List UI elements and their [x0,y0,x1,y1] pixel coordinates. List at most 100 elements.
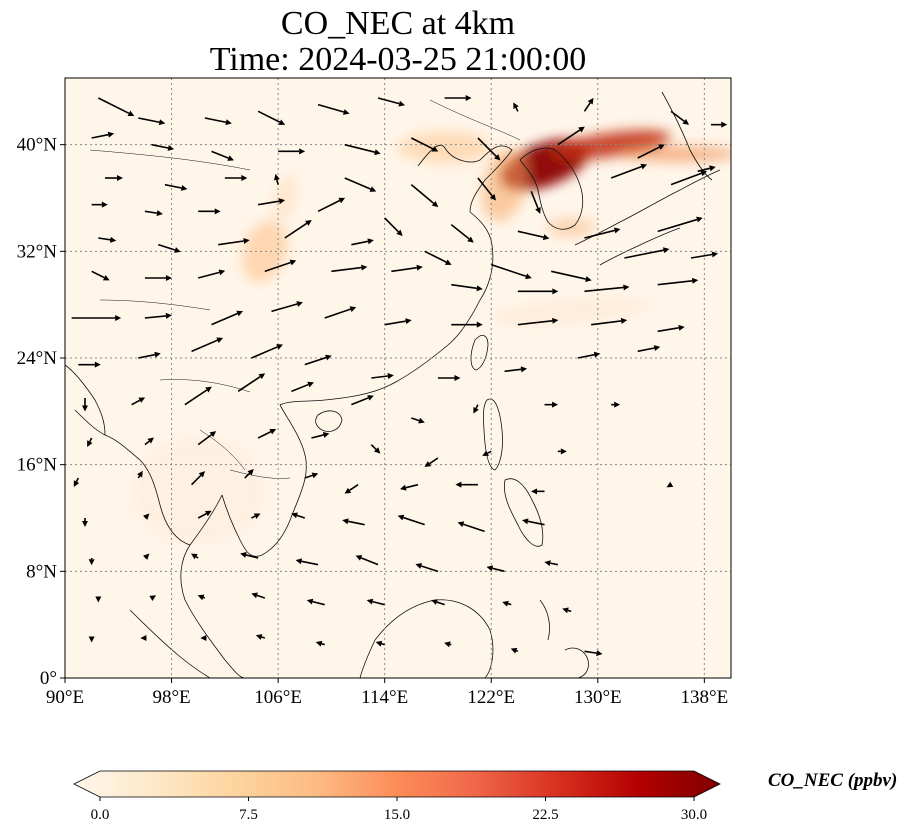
wind-arrow [324,306,357,319]
map-title-line1: CO_NEC at 4km [280,5,516,42]
wind-arrow [291,381,314,393]
wind-arrow [331,264,368,273]
wind-arrow [344,143,381,156]
wind-arrow [522,518,545,526]
wind-arrow [273,173,280,185]
wind-arrow [344,484,359,494]
wind-arrow [284,220,312,239]
wind-arrow [410,184,439,208]
wind-arrow [610,163,648,179]
lon-tick-label: 106°E [254,687,302,708]
wind-arrow [657,216,703,233]
wind-arrow [517,317,559,326]
wind-arrow [351,238,374,246]
lon-tick-label: 90°E [46,687,84,708]
wind-arrow [315,640,325,647]
colorbar-tick-label: 7.5 [239,807,258,823]
wind-arrow [562,607,572,614]
lat-tick-label: 0° [40,668,57,689]
wind-arrow [197,510,212,519]
wind-arrow [577,351,601,359]
wind-arrow [251,513,261,519]
wind-arrow [557,126,585,146]
wind-arrow [637,144,665,159]
wind-arrow [198,208,221,215]
lat-tick-label: 40°N [17,135,58,156]
wind-arrow [137,470,143,479]
wind-arrow [197,594,206,601]
wind-arrow [451,321,483,328]
wind-arrow [366,598,385,606]
wind-arrow [670,110,690,125]
wind-arrow [457,521,485,533]
wind-arrow [397,514,425,526]
wind-arrow [190,471,206,486]
wind-arrow [88,558,95,566]
wind-arrow [482,450,492,456]
wind-arrow [451,283,483,292]
wind-arrow [637,345,661,353]
wind-arrow [444,641,452,648]
wind-arrow [531,488,545,495]
wind-arrow [410,137,439,152]
wind-vectors [71,95,728,657]
wind-arrow [306,598,325,606]
wind-arrow [444,95,472,101]
wind-arrow [211,310,244,326]
wind-arrow [384,318,412,326]
wind-arrow [237,373,266,392]
wind-arrow [91,131,115,139]
wind-arrow [104,175,123,181]
wind-arrow [81,518,88,527]
lon-tick-label: 122°E [467,687,515,708]
wind-arrow [71,315,122,321]
wind-arrow [666,481,674,488]
wind-arrow [295,558,319,566]
wind-arrow [584,227,621,239]
wind-arrow [257,429,277,439]
wind-arrow [164,183,188,191]
longitude-axis: 90°E 98°E 106°E 114°E 122°E 130°E 138°E [46,678,728,708]
co-plume [481,148,528,222]
wind-arrow [502,600,512,607]
colorbar-tick-label: 15.0 [384,807,410,823]
wind-arrow [384,217,403,236]
wind-arrow [138,351,161,359]
coastlines [65,91,721,678]
colorbar-tick-label: 30.0 [681,807,707,823]
wind-arrow [670,170,708,186]
wind-arrow [73,477,80,487]
wind-arrow [391,264,423,273]
wind-arrow [624,247,670,259]
wind-arrow [424,250,452,265]
wind-arrow [344,177,377,192]
wind-arrow [144,437,154,446]
colorbar: 0.0 7.5 15.0 22.5 30.0 [73,770,721,823]
wind-arrow [477,137,501,161]
wind-arrow [557,448,567,455]
wind-arrow [271,301,303,313]
wind-arrow [513,102,519,112]
wind-arrow [143,553,150,560]
wind-arrow [258,198,286,206]
wind-arrow [355,555,379,566]
wind-arrow [255,634,266,640]
wind-arrow [291,512,306,519]
wind-arrow [431,599,445,606]
wind-arrow [157,243,181,253]
wind-arrow [264,259,297,273]
colorbar-label: CO_NEC (ppbv) [768,770,898,791]
wind-arrow [504,366,528,373]
wind-arrow [91,201,108,208]
colorbar-tick-label: 0.0 [91,807,110,823]
graticule [65,78,731,678]
co-plume [131,438,265,545]
wind-arrow [144,275,172,281]
wind-arrow [697,165,716,173]
lon-tick-label: 98°E [152,687,190,708]
wind-arrow [257,110,286,125]
wind-arrow [140,635,147,641]
co-plume [491,297,651,326]
lat-tick-label: 24°N [17,348,58,369]
